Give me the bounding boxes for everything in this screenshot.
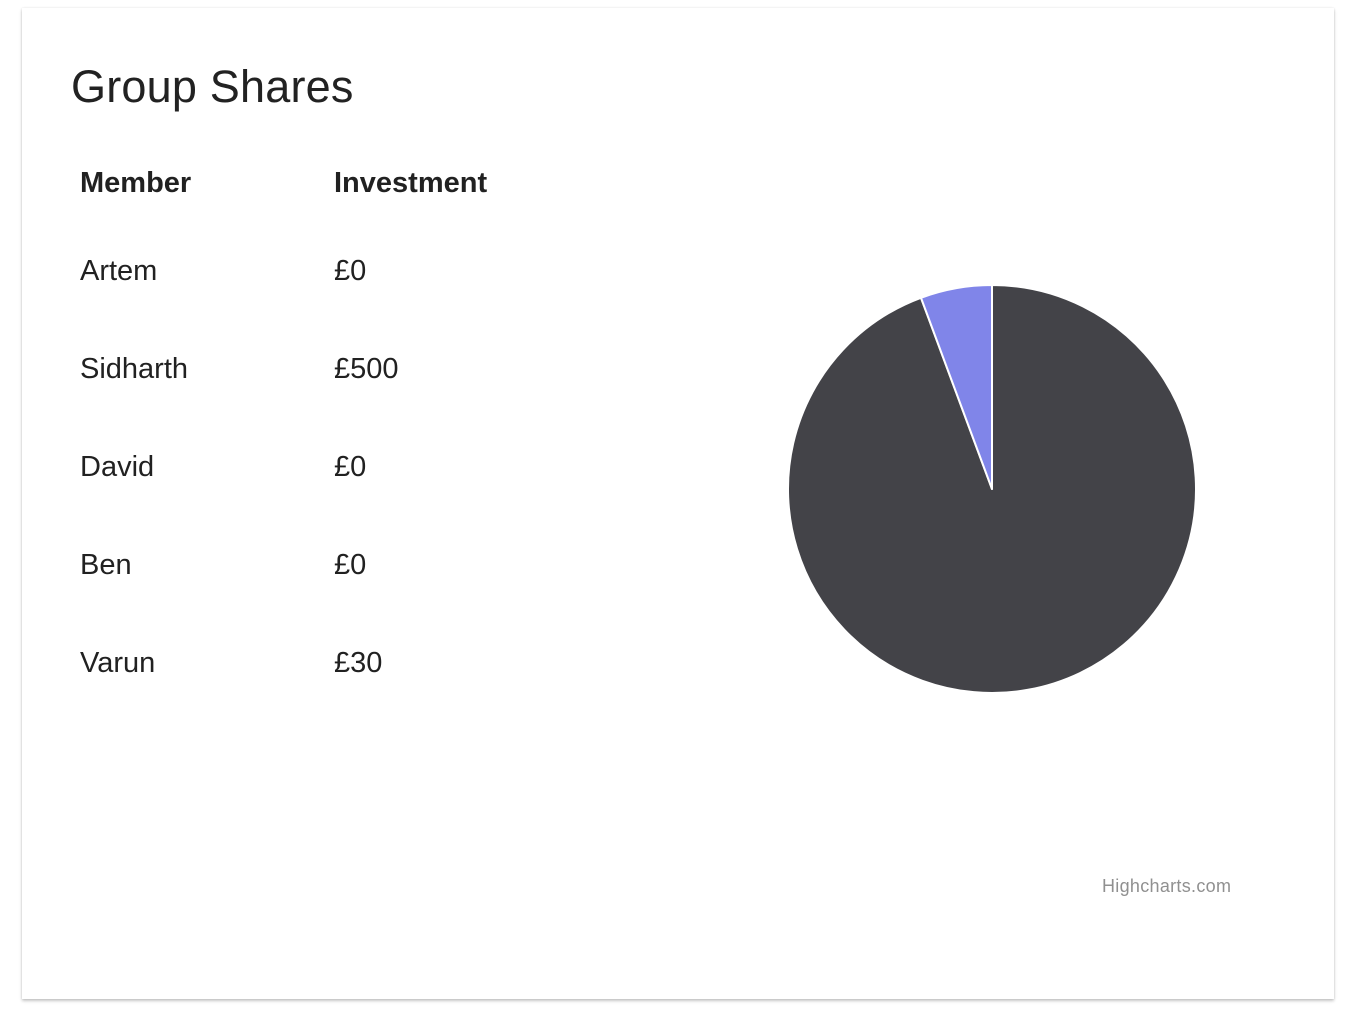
table-row: Ben £0 — [68, 517, 586, 615]
member-column-header: Member — [80, 167, 192, 200]
investment-column-header: Investment — [334, 167, 488, 200]
member-investment: £0 — [334, 451, 367, 484]
table-row: David £0 — [68, 419, 586, 517]
pie-chart — [787, 284, 1197, 694]
member-name: Ben — [80, 549, 132, 582]
table-header-row: Member Investment — [68, 145, 586, 223]
member-investment: £0 — [334, 255, 367, 288]
shares-table: Member Investment Artem £0 Sidharth £500… — [68, 145, 586, 713]
member-name: Varun — [80, 647, 156, 680]
highcharts-credits-link[interactable]: Highcharts.com — [1102, 876, 1232, 896]
table-row: Artem £0 — [68, 223, 586, 321]
member-name: Sidharth — [80, 353, 189, 386]
pie-chart-container: Highcharts.com — [682, 168, 1262, 928]
member-name: David — [80, 451, 155, 484]
member-investment: £500 — [334, 353, 399, 386]
table-row: Varun £30 — [68, 615, 586, 713]
group-shares-card: Group Shares Member Investment Artem £0 … — [22, 8, 1334, 999]
card-title: Group Shares — [71, 61, 354, 112]
member-investment: £30 — [334, 647, 383, 680]
table-row: Sidharth £500 — [68, 321, 586, 419]
pie-slice-varun[interactable] — [919, 284, 993, 490]
member-investment: £0 — [334, 549, 367, 582]
member-name: Artem — [80, 255, 158, 288]
